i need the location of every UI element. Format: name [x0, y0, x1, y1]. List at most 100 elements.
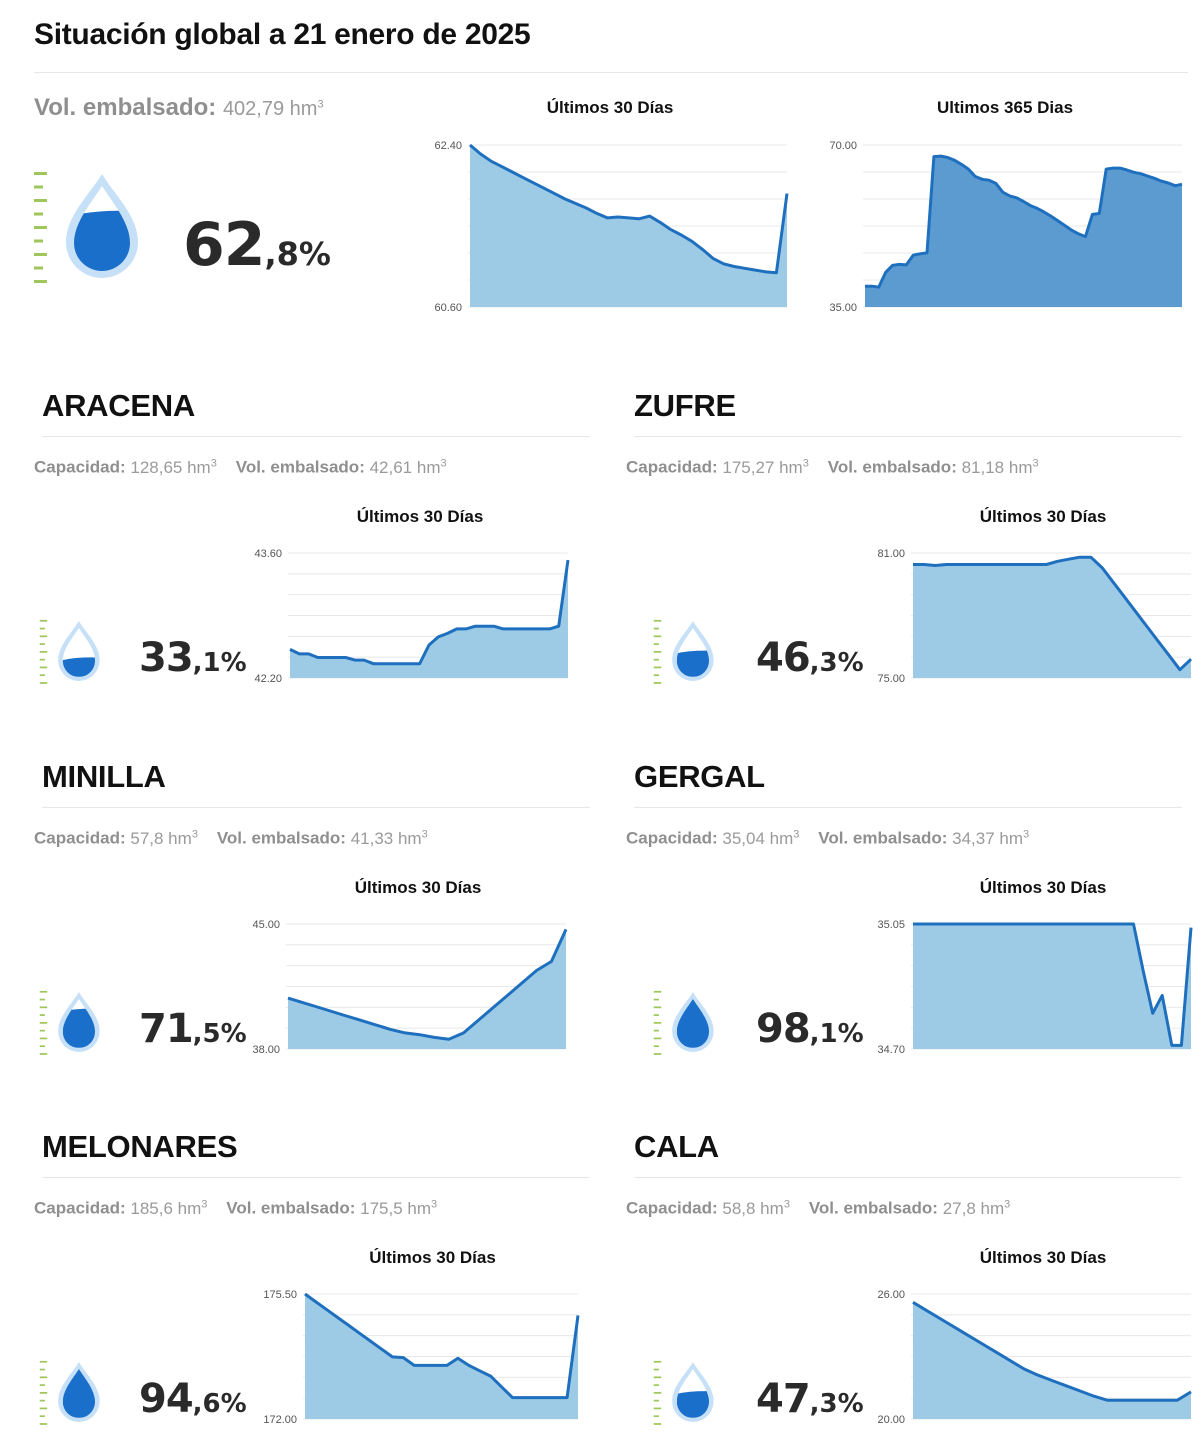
capacity-label: Capacidad: [34, 828, 126, 848]
svg-text:35.05: 35.05 [877, 919, 905, 931]
volume-value: 175,5 hm3 [360, 1198, 438, 1218]
volume-value: 41,33 hm3 [350, 828, 428, 848]
svg-text:175.50: 175.50 [263, 1289, 297, 1301]
svg-text:60.60: 60.60 [434, 302, 462, 314]
chart-title: Últimos 30 Días [354, 878, 482, 897]
reservoir-30-day-chart: 35.05 34.70 [877, 919, 1193, 1056]
reservoir-30-day-chart: 45.00 38.00 [252, 919, 568, 1056]
reservoir-divider [634, 436, 1182, 437]
reservoir-name: MINILLA [42, 759, 166, 794]
chart-title: Últimos 30 Días [356, 507, 484, 526]
reservoir-divider [634, 1177, 1182, 1178]
svg-text:172.00: 172.00 [263, 1414, 297, 1426]
volume-value: 42,61 hm3 [369, 457, 447, 477]
svg-text:75.00: 75.00 [877, 673, 905, 685]
svg-text:43.60: 43.60 [254, 548, 282, 560]
reservoir-stats: Capacidad: 57,8 hm3 Vol. embalsado: 41,3… [34, 828, 428, 849]
svg-text:35.00: 35.00 [829, 302, 857, 314]
chart-title: Últimos 30 Días [979, 1248, 1107, 1267]
drop-gauge [646, 613, 726, 690]
reservoir-name: ARACENA [42, 388, 195, 423]
volume-value: 34,37 hm3 [952, 828, 1030, 848]
svg-text:34.70: 34.70 [877, 1044, 905, 1056]
page-title: Situación global a 21 enero de 2025 [34, 18, 531, 51]
capacity-label: Capacidad: [626, 1198, 718, 1218]
water-drop-icon [653, 990, 714, 1055]
capacity-value: 185,6 hm3 [130, 1198, 208, 1218]
capacity-label: Capacidad: [34, 457, 126, 477]
reservoir-divider [42, 1177, 590, 1178]
drop-gauge [646, 1354, 726, 1431]
svg-text:70.00: 70.00 [829, 140, 857, 152]
svg-text:62.40: 62.40 [434, 140, 462, 152]
reservoir-name: CALA [634, 1129, 719, 1164]
fill-percentage: 94,6% [139, 1376, 247, 1422]
water-drop-icon [653, 619, 714, 684]
reservoir-name: GERGAL [634, 759, 765, 794]
chart-title-global-30: Últimos 30 Días [546, 98, 674, 117]
capacity-value: 57,8 hm3 [130, 828, 198, 848]
svg-text:81.00: 81.00 [877, 548, 905, 560]
reservoir-stats: Capacidad: 175,27 hm3 Vol. embalsado: 81… [626, 457, 1039, 478]
reservoir-divider [42, 807, 590, 808]
svg-text:42.20: 42.20 [254, 673, 282, 685]
svg-text:20.00: 20.00 [877, 1414, 905, 1426]
chart-title: Últimos 30 Días [369, 1248, 496, 1267]
global-30-day-chart: 62.40 60.60 [434, 140, 789, 314]
reservoir-divider [634, 807, 1182, 808]
water-drop-icon [34, 172, 138, 283]
global-drop-gauge [30, 160, 150, 290]
fill-percentage: 33,1% [139, 635, 247, 681]
volume-label: Vol. embalsado: [216, 828, 346, 848]
capacity-label: Capacidad: [626, 828, 718, 848]
reservoir-stats: Capacidad: 35,04 hm3 Vol. embalsado: 34,… [626, 828, 1029, 849]
reservoir-name: ZUFRE [634, 388, 736, 423]
drop-gauge [32, 984, 112, 1061]
drop-gauge [646, 984, 726, 1061]
capacity-value: 175,27 hm3 [722, 457, 809, 477]
reservoir-30-day-chart: 175.50 172.00 [263, 1289, 580, 1426]
fill-percentage: 47,3% [756, 1376, 864, 1422]
svg-text:26.00: 26.00 [877, 1289, 905, 1301]
volume-label: Vol. embalsado: [818, 828, 948, 848]
volume-label: Vol. embalsado: [808, 1198, 938, 1218]
reservoir-30-day-chart: 43.60 42.20 [254, 548, 570, 685]
capacity-label: Capacidad: [34, 1198, 126, 1218]
drop-gauge [32, 1354, 112, 1431]
global-365-day-chart: 70.00 35.00 [829, 140, 1183, 314]
chart-title: Últimos 30 Días [979, 507, 1107, 526]
volume-value: 27,8 hm3 [942, 1198, 1011, 1218]
volume-value: 81,18 hm3 [961, 457, 1039, 477]
svg-text:38.00: 38.00 [252, 1044, 280, 1056]
global-percentage: 62,8% [183, 210, 331, 280]
global-volume-value: 402,79 hm3 [222, 98, 324, 120]
reservoir-stats: Capacidad: 128,65 hm3 Vol. embalsado: 42… [34, 457, 447, 478]
fill-percentage: 98,1% [756, 1006, 864, 1052]
svg-text:45.00: 45.00 [252, 919, 280, 931]
fill-percentage: 46,3% [756, 635, 864, 681]
capacity-label: Capacidad: [626, 457, 718, 477]
header-divider [34, 72, 1188, 73]
capacity-value: 35,04 hm3 [722, 828, 800, 848]
capacity-value: 58,8 hm3 [722, 1198, 790, 1218]
reservoir-name: MELONARES [42, 1129, 238, 1164]
water-drop-icon [39, 990, 100, 1055]
water-drop-icon [39, 1360, 100, 1425]
volume-label: Vol. embalsado: [235, 457, 365, 477]
volume-label: Vol. embalsado: [226, 1198, 356, 1218]
volume-label: Vol. embalsado: [827, 457, 957, 477]
water-drop-icon [653, 1360, 714, 1425]
drop-gauge [32, 613, 112, 690]
reservoir-stats: Capacidad: 185,6 hm3 Vol. embalsado: 175… [34, 1198, 437, 1219]
capacity-value: 128,65 hm3 [130, 457, 217, 477]
global-volume: Vol. embalsado: 402,79 hm3 [34, 94, 324, 122]
reservoir-divider [42, 436, 590, 437]
reservoir-30-day-chart: 81.00 75.00 [877, 548, 1193, 685]
chart-title: Últimos 30 Días [979, 878, 1107, 897]
water-drop-icon [39, 619, 100, 684]
fill-percentage: 71,5% [139, 1006, 247, 1052]
global-volume-label: Vol. embalsado: [34, 94, 217, 121]
chart-title-global-365: Ultimos 365 Dias [936, 98, 1074, 117]
reservoir-30-day-chart: 26.00 20.00 [877, 1289, 1192, 1426]
reservoir-stats: Capacidad: 58,8 hm3 Vol. embalsado: 27,8… [626, 1198, 1010, 1219]
